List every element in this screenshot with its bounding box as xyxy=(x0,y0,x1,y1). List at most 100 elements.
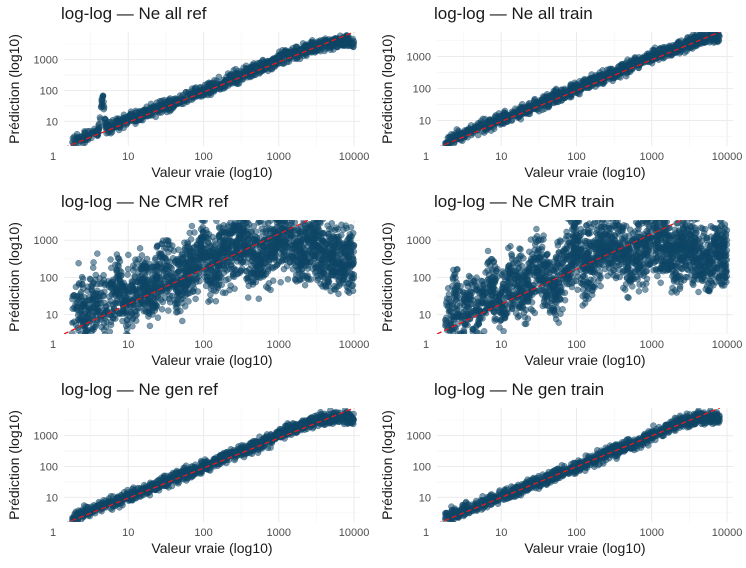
scatter-point xyxy=(279,256,287,264)
scatter-point xyxy=(238,265,246,272)
scatter-point xyxy=(69,329,76,334)
scatter-point xyxy=(298,248,305,255)
scatter-point xyxy=(219,289,227,296)
scatter-point xyxy=(505,112,512,120)
scatter-point xyxy=(333,248,340,256)
scatter-point xyxy=(85,311,92,318)
scatter-point xyxy=(155,269,163,277)
scatter-point xyxy=(188,262,195,270)
scatter-point xyxy=(179,317,186,325)
scatter-point xyxy=(284,243,291,251)
scatter-point xyxy=(677,48,684,55)
scatter-point xyxy=(275,198,281,204)
scatter-point xyxy=(348,270,356,278)
scatter-point xyxy=(288,211,294,217)
scatter-point xyxy=(708,32,714,33)
scatter-point xyxy=(222,236,230,243)
scatter-points xyxy=(442,201,731,334)
scatter-point xyxy=(165,248,172,256)
y-axis-label: Prédiction (log10) xyxy=(6,222,22,332)
scatter-point xyxy=(345,284,352,292)
scatter-point xyxy=(280,238,287,246)
scatter-point xyxy=(84,287,91,295)
scatter-point xyxy=(124,331,131,334)
scatter-point xyxy=(325,230,333,238)
scatter-point xyxy=(648,53,655,60)
scatter-point xyxy=(322,35,329,42)
reference-line xyxy=(64,220,310,334)
scatter-point xyxy=(109,301,117,309)
scatter-point xyxy=(174,288,182,296)
y-tick-label: 1000 xyxy=(34,55,58,67)
scatter-point xyxy=(77,330,85,334)
scatter-point xyxy=(95,128,102,134)
scatter-point xyxy=(124,271,131,278)
scatter-point xyxy=(316,267,324,274)
scatter-point xyxy=(213,220,220,225)
scatter-point xyxy=(468,128,475,135)
scatter-point xyxy=(648,201,654,207)
scatter-point xyxy=(125,116,132,122)
scatter-point xyxy=(230,67,237,74)
scatter-point xyxy=(140,106,148,114)
scatter-point xyxy=(311,254,319,262)
scatter-point xyxy=(268,248,276,256)
scatter-point xyxy=(99,93,106,100)
scatter-point xyxy=(222,242,230,250)
scatter-point xyxy=(236,220,240,221)
scatter-point xyxy=(221,265,228,273)
scatter-point xyxy=(264,267,272,275)
scatter-point xyxy=(448,135,455,142)
scatter-point xyxy=(716,33,723,40)
scatter-point xyxy=(328,220,336,227)
scatter-point xyxy=(201,212,207,218)
x-tick-label: 10000 xyxy=(339,339,370,351)
scatter-point xyxy=(252,228,260,235)
x-tick-label: 100 xyxy=(567,151,585,163)
scatter-point xyxy=(223,78,230,85)
scatter-point xyxy=(159,298,166,306)
scatter-point xyxy=(284,198,290,204)
scatter-point xyxy=(115,126,123,134)
scatter-point xyxy=(545,103,552,111)
scatter-point xyxy=(154,242,161,250)
scatter-point xyxy=(326,265,334,272)
scatter-point xyxy=(80,300,86,307)
scatter-point xyxy=(245,220,250,221)
scatter-point xyxy=(128,309,136,316)
scatter-point xyxy=(150,304,157,312)
scatter-point xyxy=(253,256,260,263)
scatter-point xyxy=(136,245,144,252)
scatter-point xyxy=(329,240,337,247)
scatter-point xyxy=(481,115,489,123)
scatter-point xyxy=(73,293,81,300)
scatter-point xyxy=(507,242,514,250)
scatter-point xyxy=(310,212,316,218)
scatter-point xyxy=(174,308,181,316)
scatter-point xyxy=(131,273,139,281)
scatter-point xyxy=(181,239,188,246)
scatter-point xyxy=(158,306,166,313)
scatter-point xyxy=(107,256,114,263)
scatter-point xyxy=(338,231,345,239)
scatter-point xyxy=(340,264,347,271)
scatter-point xyxy=(304,239,312,246)
scatter-point xyxy=(182,88,190,96)
scatter-point xyxy=(104,281,112,289)
scatter-point xyxy=(105,293,113,300)
scatter-point xyxy=(229,213,235,219)
scatter-point xyxy=(305,207,311,213)
scatter-point xyxy=(113,285,120,292)
scatter-point xyxy=(84,326,91,334)
scatter-point xyxy=(192,295,199,303)
scatter-point xyxy=(206,278,214,286)
scatter-point xyxy=(234,204,240,210)
scatter-point xyxy=(326,251,333,258)
scatter-point xyxy=(520,107,527,114)
scatter-point xyxy=(170,247,178,255)
scatter-point xyxy=(500,327,507,334)
y-tick-label: 100 xyxy=(40,272,58,284)
chart-title: log-log — Ne all train xyxy=(434,4,593,23)
